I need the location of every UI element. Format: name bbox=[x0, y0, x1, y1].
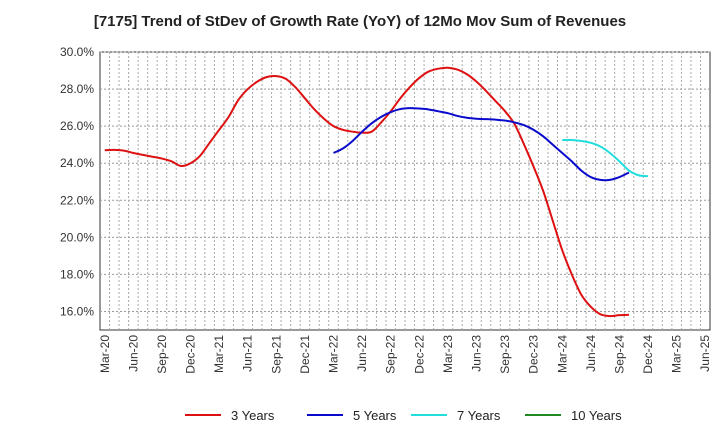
x-tick-label: Mar-20 bbox=[98, 335, 112, 373]
legend: 3 Years 5 Years 7 Years 10 Years bbox=[0, 405, 720, 425]
legend-item-3-years: 3 Years bbox=[185, 405, 274, 425]
y-tick-label: 16.0% bbox=[60, 304, 94, 318]
x-tick-label: Mar-25 bbox=[670, 335, 684, 373]
x-tick-label: Mar-23 bbox=[441, 335, 455, 373]
y-tick-label: 28.0% bbox=[60, 82, 94, 96]
legend-item-7-years: 7 Years bbox=[411, 405, 500, 425]
y-tick-label: 26.0% bbox=[60, 119, 94, 133]
legend-label: 3 Years bbox=[231, 407, 275, 423]
legend-label: 7 Years bbox=[457, 407, 501, 423]
y-tick-label: 22.0% bbox=[60, 193, 94, 207]
y-tick-label: 18.0% bbox=[60, 267, 94, 281]
x-tick-label: Dec-21 bbox=[298, 335, 312, 374]
x-tick-label: Jun-21 bbox=[241, 335, 255, 372]
x-tick-label: Dec-22 bbox=[412, 335, 426, 374]
x-tick-label: Jun-25 bbox=[698, 335, 712, 372]
x-tick-label: Mar-24 bbox=[555, 335, 569, 373]
x-tick-label: Sep-20 bbox=[155, 335, 169, 374]
x-tick-label: Jun-22 bbox=[355, 335, 369, 372]
y-tick-label: 24.0% bbox=[60, 156, 94, 170]
legend-item-5-years: 5 Years bbox=[307, 405, 396, 425]
legend-swatch bbox=[411, 414, 447, 416]
x-tick-label: Sep-21 bbox=[269, 335, 283, 374]
x-tick-label: Jun-23 bbox=[469, 335, 483, 372]
y-tick-label: 30.0% bbox=[60, 45, 94, 59]
x-tick-label: Sep-22 bbox=[384, 335, 398, 374]
x-tick-label: Dec-24 bbox=[641, 335, 655, 374]
legend-swatch bbox=[307, 414, 343, 416]
series-line-5-years bbox=[333, 107, 630, 182]
x-tick-label: Mar-21 bbox=[212, 335, 226, 373]
x-tick-label: Sep-24 bbox=[612, 335, 626, 374]
series-line-7-years bbox=[562, 138, 649, 178]
x-tick-label: Mar-22 bbox=[327, 335, 341, 373]
legend-item-10-years: 10 Years bbox=[525, 405, 622, 425]
x-tick-label: Dec-23 bbox=[527, 335, 541, 374]
legend-swatch bbox=[525, 414, 561, 416]
legend-label: 10 Years bbox=[571, 407, 622, 423]
x-tick-label: Jun-24 bbox=[584, 335, 598, 372]
legend-label: 5 Years bbox=[353, 407, 397, 423]
series-line-3-years bbox=[104, 66, 630, 318]
legend-swatch bbox=[185, 414, 221, 416]
x-tick-label: Dec-20 bbox=[184, 335, 198, 374]
x-tick-label: Sep-23 bbox=[498, 335, 512, 374]
chart-title: [7175] Trend of StDev of Growth Rate (Yo… bbox=[93, 13, 627, 30]
y-tick-label: 20.0% bbox=[60, 230, 94, 244]
x-tick-label: Jun-20 bbox=[126, 335, 140, 372]
plot-area bbox=[99, 51, 711, 331]
